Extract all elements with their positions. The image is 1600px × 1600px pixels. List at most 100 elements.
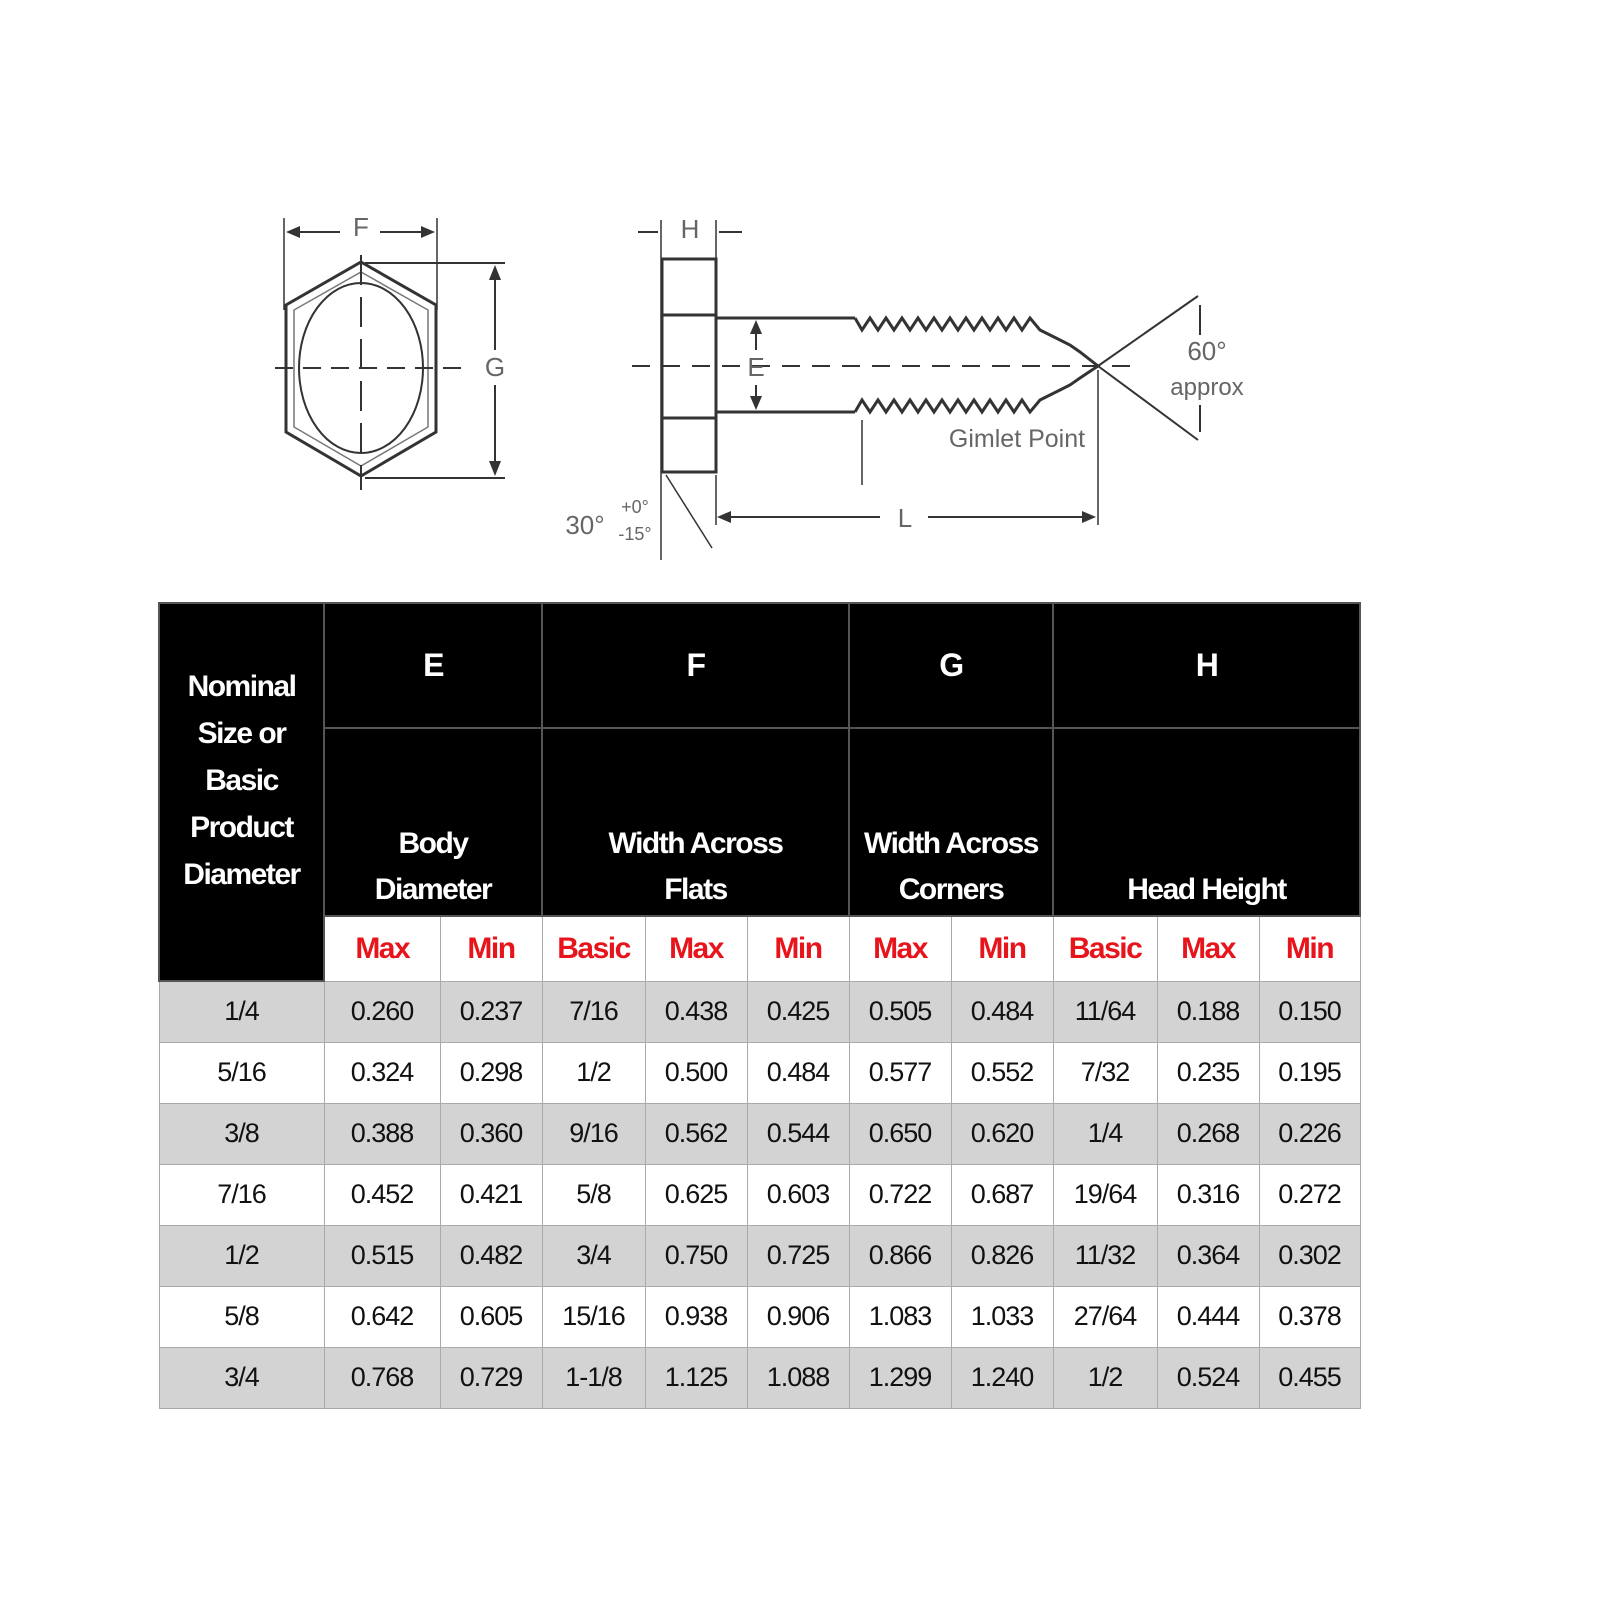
value-cell: 0.605 [439, 1285, 543, 1348]
value-cell: 0.298 [439, 1041, 543, 1104]
value-cell: 0.364 [1156, 1224, 1260, 1287]
value-cell: 11/32 [1052, 1224, 1158, 1287]
header-line: Diameter [183, 857, 301, 891]
value-cell: 0.524 [1156, 1346, 1260, 1409]
value-cell: 1.033 [950, 1285, 1054, 1348]
value-cell: 0.515 [323, 1224, 441, 1287]
header-line: Product [190, 810, 294, 844]
value-cell: 0.484 [950, 980, 1054, 1043]
lag-screw-diagram: F G H E L 60° approx Gimlet Point 30° +0… [275, 212, 1244, 560]
value-cell: 3/4 [541, 1224, 646, 1287]
label-g: G [485, 352, 505, 382]
value-cell: 0.260 [323, 980, 441, 1043]
group-e-name: Body Diameter [323, 727, 543, 917]
group-f-letter: F [541, 602, 850, 729]
value-cell: 0.577 [848, 1041, 952, 1104]
value-cell: 0.268 [1156, 1102, 1260, 1165]
value-cell: 1.083 [848, 1285, 952, 1348]
nominal-size-cell: 1/4 [158, 980, 325, 1043]
sub-label: Max [848, 915, 952, 982]
group-h-name: Head Height [1052, 727, 1361, 917]
sub-label: Min [1258, 915, 1361, 982]
nominal-size-cell: 3/4 [158, 1346, 325, 1409]
screw-side-view [632, 220, 1201, 560]
value-cell: 0.552 [950, 1041, 1054, 1104]
value-cell: 0.722 [848, 1163, 952, 1226]
label-f: F [353, 212, 369, 242]
sub-label: Basic [541, 915, 646, 982]
value-cell: 1.125 [644, 1346, 748, 1409]
value-cell: 0.237 [439, 980, 543, 1043]
value-cell: 0.484 [746, 1041, 850, 1104]
label-h: H [681, 214, 700, 244]
sub-label: Basic [1052, 915, 1158, 982]
value-cell: 7/32 [1052, 1041, 1158, 1104]
value-cell: 0.687 [950, 1163, 1054, 1226]
nominal-size-cell: 7/16 [158, 1163, 325, 1226]
table-row: 1/4 0.260 0.237 7/16 0.438 0.425 0.505 0.484 11/… [158, 980, 1361, 1043]
value-cell: 5/8 [541, 1163, 646, 1226]
value-cell: 1.240 [950, 1346, 1054, 1409]
value-cell: 0.421 [439, 1163, 543, 1226]
table-row: 3/4 0.768 0.729 1-1/8 1.125 1.088 1.299 1.240 1/… [158, 1346, 1361, 1409]
nominal-size-cell: 1/2 [158, 1224, 325, 1287]
value-cell: 0.826 [950, 1224, 1054, 1287]
value-cell: 0.603 [746, 1163, 850, 1226]
table-row: 7/16 0.452 0.421 5/8 0.625 0.603 0.722 0.687 19/… [158, 1163, 1361, 1226]
value-cell: 0.316 [1156, 1163, 1260, 1226]
blank-header-cell [158, 916, 325, 982]
value-cell: 0.425 [746, 980, 850, 1043]
hex-head-end-view [275, 218, 505, 490]
value-cell: 1.299 [848, 1346, 952, 1409]
nominal-size-cell: 3/8 [158, 1102, 325, 1165]
value-cell: 0.729 [439, 1346, 543, 1409]
value-cell: 0.226 [1258, 1102, 1361, 1165]
nominal-size-header: Nominal Size or Basic Product Diameter [158, 602, 325, 916]
value-cell: 0.938 [644, 1285, 748, 1348]
value-cell: 0.302 [1258, 1224, 1361, 1287]
value-cell: 0.906 [746, 1285, 850, 1348]
value-cell: 0.650 [848, 1102, 952, 1165]
value-cell: 0.444 [1156, 1285, 1260, 1348]
value-cell: 0.725 [746, 1224, 850, 1287]
value-cell: 0.500 [644, 1041, 748, 1104]
sub-label: Max [644, 915, 748, 982]
group-h-letter: H [1052, 602, 1361, 729]
label-point-angle: 60° [1187, 336, 1226, 366]
group-f-name: Width Across Flats [541, 727, 850, 917]
value-cell: 0.452 [323, 1163, 441, 1226]
group-g-letter: G [848, 602, 1054, 729]
value-cell: 0.455 [1258, 1346, 1361, 1409]
value-cell: 0.272 [1258, 1163, 1361, 1226]
sub-label: Max [323, 915, 441, 982]
value-cell: 0.544 [746, 1102, 850, 1165]
label-tolerance-plus: +0° [621, 497, 649, 517]
value-cell: 0.768 [323, 1346, 441, 1409]
header-sub-row: Max Min Basic Max Min Max Min Basic Max … [158, 915, 1361, 982]
value-cell: 9/16 [541, 1102, 646, 1165]
sub-label: Min [439, 915, 543, 982]
value-cell: 11/64 [1052, 980, 1158, 1043]
value-cell: 1/2 [1052, 1346, 1158, 1409]
label-head-angle: 30° [565, 510, 604, 540]
value-cell: 1/2 [541, 1041, 646, 1104]
label-e: E [747, 352, 764, 382]
sub-label: Max [1156, 915, 1260, 982]
value-cell: 0.642 [323, 1285, 441, 1348]
value-cell: 0.360 [439, 1102, 543, 1165]
header-line: Basic [205, 763, 279, 797]
value-cell: 0.378 [1258, 1285, 1361, 1348]
label-tolerance-minus: -15° [618, 524, 651, 544]
value-cell: 0.388 [323, 1102, 441, 1165]
header-letter-row: Nominal Size or Basic Product Diameter E… [158, 602, 1361, 916]
value-cell: 0.620 [950, 1102, 1054, 1165]
sub-label: Min [950, 915, 1054, 982]
value-cell: 0.188 [1156, 980, 1260, 1043]
nominal-size-cell: 5/16 [158, 1041, 325, 1104]
nominal-size-cell: 5/8 [158, 1285, 325, 1348]
value-cell: 0.562 [644, 1102, 748, 1165]
value-cell: 27/64 [1052, 1285, 1158, 1348]
value-cell: 0.505 [848, 980, 952, 1043]
value-cell: 0.866 [848, 1224, 952, 1287]
sub-label: Min [746, 915, 850, 982]
